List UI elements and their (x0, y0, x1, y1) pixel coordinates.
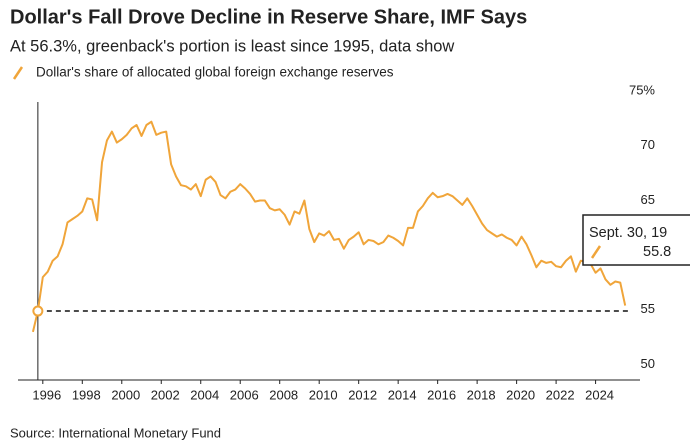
chart-title: Dollar's Fall Drove Decline in Reserve S… (10, 6, 527, 28)
y-tick-label: 50 (641, 356, 655, 371)
x-tick-label: 2018 (467, 387, 496, 402)
x-tick-label: 2006 (230, 387, 259, 402)
tooltip-date: Sept. 30, 19 (589, 225, 667, 241)
x-tick-label: 2014 (388, 387, 417, 402)
x-tick-label: 2024 (585, 387, 614, 402)
x-tick-label: 2016 (427, 387, 456, 402)
chart-subtitle: At 56.3%, greenback's portion is least s… (10, 37, 454, 55)
x-tick-label: 2022 (546, 387, 575, 402)
x-tick-label: 2008 (269, 387, 298, 402)
x-tick-label: 2012 (348, 387, 377, 402)
x-tick-label: 2010 (309, 387, 338, 402)
tooltip-marker (32, 305, 44, 317)
x-tick-label: 1996 (32, 387, 61, 402)
legend-swatch (12, 66, 24, 80)
x-tick-label: 2004 (190, 387, 219, 402)
x-tick-label: 2000 (111, 387, 140, 402)
y-tick-label: 55 (641, 301, 655, 316)
tooltip-box (582, 214, 690, 266)
y-tick-label: 70 (641, 137, 655, 152)
legend-label: Dollar's share of allocated global forei… (36, 65, 394, 80)
y-tick-label: 65 (641, 192, 655, 207)
source: Source: International Monetary Fund (10, 425, 221, 440)
line (31, 120, 627, 333)
y-tick-label: 75% (629, 82, 655, 97)
tooltip-value: 55.8 (643, 244, 671, 260)
tooltip-swatch (590, 245, 602, 259)
x-tick-label: 2002 (151, 387, 180, 402)
x-tick-label: 2020 (506, 387, 535, 402)
x-tick-label: 1998 (72, 387, 101, 402)
